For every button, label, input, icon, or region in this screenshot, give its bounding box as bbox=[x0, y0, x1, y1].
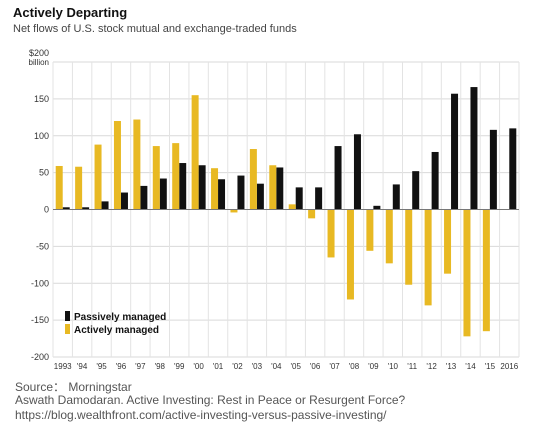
bar-passively-managed bbox=[509, 128, 517, 210]
bar-actively-managed bbox=[75, 166, 83, 210]
bar-actively-managed bbox=[230, 209, 238, 213]
x-tick-label: '97 bbox=[135, 362, 146, 371]
axes: $200 billion 150 100 50 0 -50 -100 -150 -200 199… bbox=[29, 48, 519, 371]
y-unit-label-line1: $200 bbox=[29, 48, 49, 58]
bar-actively-managed bbox=[269, 165, 277, 210]
x-tick-label: '10 bbox=[388, 362, 399, 371]
bar-actively-managed bbox=[191, 95, 199, 210]
bar-passively-managed bbox=[237, 175, 245, 210]
bar-passively-managed bbox=[353, 134, 361, 210]
x-tick-label: 2016 bbox=[500, 362, 518, 371]
bar-passively-managed bbox=[276, 167, 284, 210]
bar-actively-managed bbox=[55, 165, 63, 210]
x-tick-label: '15 bbox=[485, 362, 496, 371]
x-tick-label: '94 bbox=[77, 362, 88, 371]
x-tick-label: '09 bbox=[368, 362, 379, 371]
x-tick-label: '05 bbox=[290, 362, 301, 371]
bar-actively-managed bbox=[405, 209, 413, 285]
x-tick-label: '11 bbox=[407, 362, 417, 371]
x-tick-label: 1993 bbox=[54, 362, 72, 371]
bar-passively-managed bbox=[198, 165, 206, 210]
bar-passively-managed bbox=[489, 129, 497, 210]
bar-passively-managed bbox=[470, 87, 478, 210]
bar-actively-managed bbox=[113, 121, 121, 210]
chart-subtitle: Net flows of U.S. stock mutual and excha… bbox=[13, 23, 297, 35]
bar-actively-managed bbox=[249, 149, 257, 210]
x-tick-label: '98 bbox=[155, 362, 166, 371]
bar-passively-managed bbox=[140, 185, 148, 210]
bar-passively-managed bbox=[159, 178, 167, 210]
bar-actively-managed bbox=[308, 209, 316, 219]
legend-swatch-active bbox=[65, 324, 70, 334]
bar-actively-managed bbox=[346, 209, 354, 300]
bar-chart: $200 billion 150 100 50 0 -50 -100 -150 -200 199… bbox=[29, 48, 520, 371]
y-unit-label-line2: billion bbox=[29, 58, 49, 67]
bar-actively-managed bbox=[152, 146, 160, 210]
bar-actively-managed bbox=[482, 209, 490, 332]
bars bbox=[55, 87, 517, 337]
x-tick-label: '07 bbox=[329, 362, 340, 371]
x-tick-label: '03 bbox=[252, 362, 263, 371]
bar-actively-managed bbox=[366, 209, 374, 251]
bar-actively-managed bbox=[172, 143, 180, 210]
y-tick-label: 50 bbox=[39, 168, 49, 178]
bar-actively-managed bbox=[424, 209, 432, 306]
x-tick-label: '08 bbox=[349, 362, 360, 371]
x-tick-label: '99 bbox=[174, 362, 185, 371]
x-tick-label: '04 bbox=[271, 362, 282, 371]
bar-passively-managed bbox=[120, 192, 128, 210]
x-tick-label: '02 bbox=[232, 362, 243, 371]
bar-actively-managed bbox=[288, 204, 296, 210]
x-tick-label: '14 bbox=[465, 362, 476, 371]
bar-passively-managed bbox=[62, 207, 70, 210]
bar-actively-managed bbox=[463, 209, 471, 337]
bar-actively-managed bbox=[444, 209, 452, 274]
x-tick-label: '01 bbox=[213, 362, 224, 371]
bar-passively-managed bbox=[218, 179, 226, 210]
y-tick-label: -50 bbox=[36, 241, 49, 251]
bar-passively-managed bbox=[412, 171, 420, 210]
x-tick-label: '13 bbox=[446, 362, 457, 371]
bar-passively-managed bbox=[101, 201, 109, 210]
y-tick-label: -150 bbox=[31, 315, 49, 325]
bar-passively-managed bbox=[179, 163, 187, 210]
y-tick-label: 100 bbox=[34, 131, 49, 141]
y-tick-label: -100 bbox=[31, 278, 49, 288]
y-tick-label: 0 bbox=[44, 205, 49, 215]
bar-passively-managed bbox=[82, 207, 90, 210]
bar-passively-managed bbox=[431, 151, 439, 210]
bar-passively-managed bbox=[315, 187, 323, 210]
bar-actively-managed bbox=[133, 119, 141, 210]
citation-line: Aswath Damodaran. Active Investing: Rest… bbox=[15, 393, 406, 407]
bar-passively-managed bbox=[373, 205, 381, 210]
bar-passively-managed bbox=[334, 146, 342, 210]
bar-passively-managed bbox=[295, 187, 303, 210]
legend: Passively managed Actively managed bbox=[65, 311, 166, 336]
bar-passively-managed bbox=[451, 93, 459, 210]
bar-actively-managed bbox=[94, 144, 102, 210]
x-tick-label: '06 bbox=[310, 362, 321, 371]
citation-url[interactable]: https://blog.wealthfront.com/active-inve… bbox=[15, 408, 387, 422]
bar-passively-managed bbox=[256, 183, 264, 210]
x-tick-label: '00 bbox=[193, 362, 204, 371]
legend-label-passive: Passively managed bbox=[74, 312, 166, 323]
x-tick-label: '12 bbox=[426, 362, 437, 371]
bar-actively-managed bbox=[327, 209, 335, 258]
legend-swatch-passive bbox=[65, 311, 70, 321]
legend-label-active: Actively managed bbox=[74, 325, 159, 336]
bar-actively-managed bbox=[385, 209, 393, 264]
y-tick-label: -200 bbox=[31, 352, 49, 362]
x-tick-label: '96 bbox=[116, 362, 127, 371]
bar-passively-managed bbox=[392, 184, 400, 210]
bar-actively-managed bbox=[211, 168, 219, 210]
source-line: Source： Morningstar bbox=[15, 380, 132, 394]
x-tick-label: '95 bbox=[96, 362, 107, 371]
y-tick-label: 150 bbox=[34, 94, 49, 104]
chart-title: Actively Departing bbox=[13, 5, 128, 20]
